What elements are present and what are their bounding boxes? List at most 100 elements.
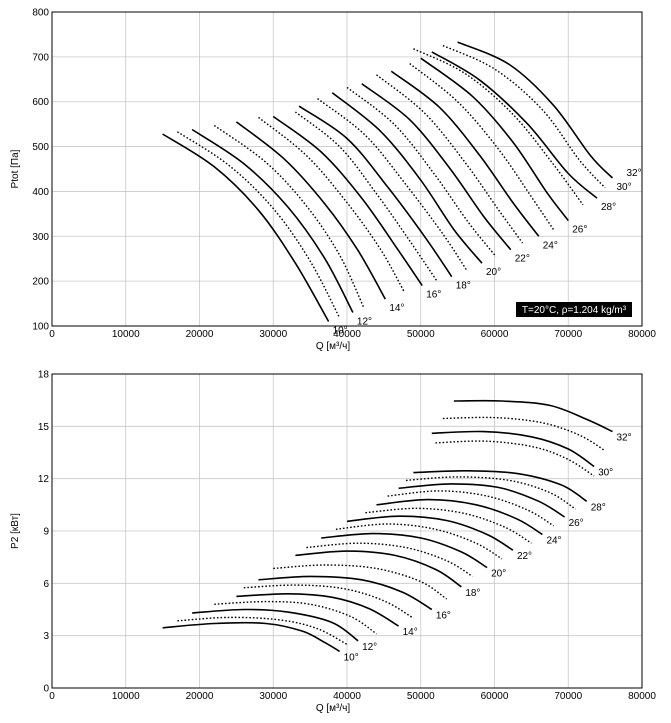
y-tick-label: 0 [43, 684, 49, 695]
characteristic-curve-intermediate [335, 523, 503, 560]
x-tick-label: 50000 [407, 691, 435, 702]
blade-angle-label: 28° [601, 202, 616, 213]
characteristic-curve [192, 608, 359, 642]
characteristic-curve-intermediate [365, 507, 532, 544]
characteristic-curve [298, 105, 453, 278]
x-tick-label: 70000 [554, 329, 582, 340]
blade-angle-label: 10° [333, 326, 348, 337]
blade-angle-label: 24° [546, 535, 561, 546]
characteristic-curve [431, 430, 595, 468]
plot-frame [51, 373, 643, 689]
characteristic-curve [321, 532, 488, 569]
x-tick-label: 20000 [186, 329, 214, 340]
y-tick-label: 100 [32, 322, 49, 333]
blade-angle-label: 20° [486, 267, 501, 278]
characteristic-curve-intermediate [409, 63, 555, 230]
characteristic-curve [420, 57, 569, 222]
blade-angle-label: 18° [456, 281, 471, 292]
characteristic-curve [236, 592, 400, 627]
power-chart: 0 10000 20000 30000 40000 50000 60000 70000 8000… [10, 370, 656, 715]
characteristic-curve [258, 575, 433, 611]
characteristic-curve [376, 498, 543, 536]
x-tick-label: 80000 [628, 691, 656, 702]
pressure-chart: 0 10000 20000 30000 40000 50000 60000 70000 8000… [10, 8, 656, 353]
y-tick-label: 700 [32, 52, 49, 63]
curve-group [162, 41, 614, 322]
blade-angle-label: 10° [344, 652, 359, 663]
blade-angle-label: 20° [491, 569, 506, 580]
characteristic-curve [191, 128, 354, 313]
blade-angle-label: 22° [515, 254, 530, 265]
characteristic-curve-intermediate [442, 416, 606, 452]
characteristic-curve-intermediate [214, 600, 377, 635]
conditions-text: T=20°C, ρ=1.204 kg/m³ [522, 305, 627, 316]
characteristic-curve [457, 41, 614, 179]
blade-angle-label: 14° [389, 303, 404, 314]
x-tick-label: 10000 [112, 691, 140, 702]
x-tick-label: 30000 [259, 691, 287, 702]
characteristic-curve-intermediate [213, 124, 365, 309]
characteristic-curve [398, 483, 566, 518]
blade-angle-label: 18° [465, 588, 480, 599]
x-tick-label: 50000 [407, 329, 435, 340]
characteristic-curve-intermediate [413, 48, 584, 206]
x-axis-label: Q [м³/ч] [316, 341, 351, 352]
blade-angle-label: 28° [591, 502, 606, 513]
y-tick-label: 500 [32, 142, 49, 153]
characteristic-curve-intermediate [442, 44, 606, 189]
characteristic-curve [361, 83, 512, 251]
blade-angle-label: 16° [426, 290, 441, 301]
blade-angle-label: 30° [617, 182, 632, 193]
characteristic-curve-intermediate [177, 616, 348, 646]
y-tick-label: 9 [43, 527, 49, 538]
y-tick-label: 400 [32, 187, 49, 198]
plot-frame [51, 11, 643, 327]
characteristic-curve [331, 92, 483, 264]
blade-angle-label: 26° [569, 518, 584, 529]
characteristic-curve [346, 515, 514, 551]
blade-angle-label: 16° [436, 611, 451, 622]
x-tick-label: 0 [49, 329, 55, 340]
y-tick-label: 200 [32, 277, 49, 288]
characteristic-curve [235, 121, 386, 300]
characteristic-curve-intermediate [317, 98, 468, 271]
y-axis-label: P2 [кВт] [10, 513, 21, 549]
y-tick-label: 600 [32, 97, 49, 108]
blade-angle-label: 26° [572, 225, 587, 236]
x-tick-label: 70000 [554, 691, 582, 702]
x-tick-label: 80000 [628, 329, 656, 340]
characteristic-curve [413, 469, 588, 502]
y-tick-label: 15 [38, 422, 50, 433]
y-tick-label: 18 [38, 370, 50, 381]
x-tick-label: 40000 [333, 329, 361, 340]
characteristic-curve-intermediate [258, 116, 406, 293]
characteristic-curve-intermediate [376, 74, 524, 244]
y-tick-label: 12 [38, 474, 50, 485]
blade-angle-label: 12° [362, 642, 377, 653]
blade-angle-label: 32° [617, 433, 632, 444]
blade-angle-label: 30° [598, 467, 613, 478]
characteristic-curve-intermediate [294, 111, 438, 282]
x-tick-label: 20000 [186, 691, 214, 702]
y-axis-label: Ptot [Па] [10, 149, 21, 188]
characteristic-curve [390, 70, 540, 237]
characteristic-curve [162, 621, 341, 653]
characteristic-curve [295, 550, 462, 588]
characteristic-curve-intermediate [177, 131, 341, 319]
curve-group [162, 399, 613, 653]
blade-angle-label: 12° [357, 317, 372, 328]
x-tick-label: 0 [49, 691, 55, 702]
y-tick-label: 800 [32, 8, 49, 19]
y-tick-label: 3 [43, 631, 49, 642]
x-tick-label: 10000 [112, 329, 140, 340]
x-tick-label: 60000 [481, 691, 509, 702]
y-tick-label: 300 [32, 232, 49, 243]
x-tick-label: 40000 [333, 691, 361, 702]
characteristic-curve [162, 133, 330, 322]
x-tick-label: 30000 [259, 329, 287, 340]
x-tick-label: 60000 [481, 329, 509, 340]
characteristic-curve [431, 51, 598, 199]
blade-angle-label: 22° [517, 551, 532, 562]
